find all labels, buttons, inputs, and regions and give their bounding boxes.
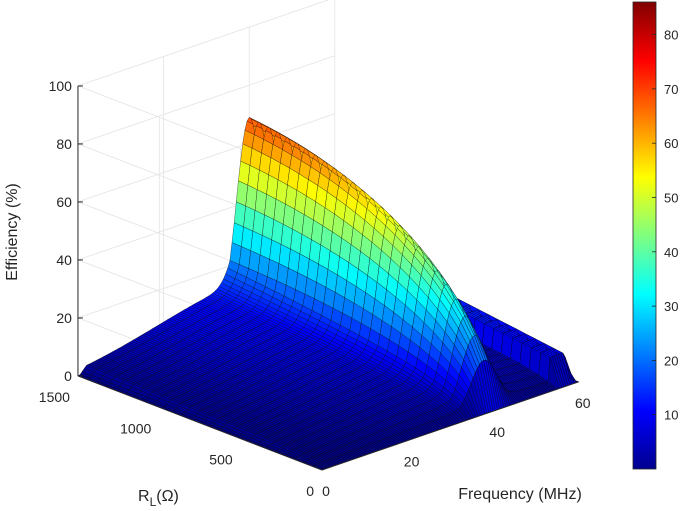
z-tick-label: 60	[56, 194, 72, 210]
x-tick-label: 60	[575, 395, 591, 411]
z-axis-label: Efficiency (%)	[4, 183, 21, 281]
x-tick-label: 20	[404, 454, 420, 470]
y-tick-label: 0	[306, 483, 314, 499]
colorbar-tick-label: 60	[664, 136, 678, 151]
z-tick-label: 40	[56, 252, 72, 268]
colorbar-ticks: 10 20 30 40 50 60 70 80	[652, 28, 678, 423]
efficiency-surface	[77, 117, 580, 471]
y-tick-label: 1500	[39, 389, 70, 405]
y-tick-label: 500	[209, 452, 233, 468]
y-axis-label: RL(Ω)	[138, 488, 179, 509]
colorbar-tick-label: 70	[664, 82, 678, 97]
y-axis-label-sub: L	[150, 495, 157, 509]
x-axis-label: Frequency (MHz)	[458, 486, 582, 503]
colorbar-tick-label: 40	[664, 245, 678, 260]
colorbar-tick-label: 10	[664, 408, 678, 423]
z-tick-label: 20	[56, 310, 72, 326]
y-axis-line	[77, 375, 323, 471]
x-tick-label: 40	[489, 424, 505, 440]
x-axis-line	[321, 381, 579, 471]
colorbar-tick-label: 50	[664, 190, 678, 205]
colorbar-tick-label: 80	[664, 28, 678, 43]
axes-lines	[77, 85, 579, 471]
y-axis-label-unit: (Ω)	[156, 488, 179, 505]
y-axis-label-main: R	[138, 488, 150, 505]
z-tick-label: 100	[49, 78, 73, 94]
colorbar-tick-label: 30	[664, 299, 678, 314]
colorbar	[632, 1, 657, 470]
y-tick-label: 1000	[120, 420, 151, 436]
colorbar-tick-label: 20	[664, 353, 678, 368]
z-tick-label: 0	[64, 368, 72, 384]
x-tick-label: 0	[322, 483, 330, 499]
z-tick-label: 80	[56, 136, 72, 152]
